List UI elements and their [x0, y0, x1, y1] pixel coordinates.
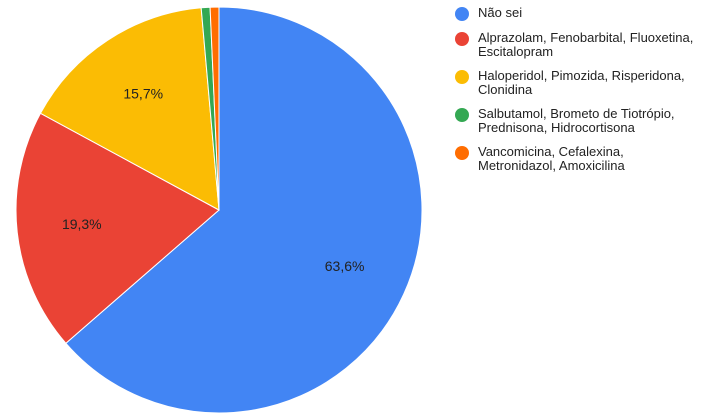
legend-swatch: [455, 108, 469, 122]
legend-swatch: [455, 70, 469, 84]
legend-item: Não sei: [455, 6, 705, 21]
pie-area: 63,6% 19,3% 15,7%: [15, 6, 423, 413]
pie-slice: [65, 6, 423, 413]
slice-label: 63,6%: [325, 258, 365, 274]
pie-slice: [209, 6, 220, 211]
slice-label: 19,3%: [62, 216, 102, 232]
legend-item: Alprazolam, Fenobarbital, Fluoxetina, Es…: [455, 31, 705, 59]
legend-swatch: [455, 146, 469, 160]
legend-swatch: [455, 7, 469, 21]
pie-slice: [39, 7, 220, 211]
legend-label: Haloperidol, Pimozida, Risperidona, Clon…: [478, 68, 685, 97]
legend-label: Não sei: [478, 5, 523, 20]
legend: Não sei Alprazolam, Fenobarbital, Fluoxet…: [455, 6, 705, 173]
slice-label: 15,7%: [123, 85, 163, 101]
legend-item: Vancomicina, Cefalexina, Metronidazol, A…: [455, 145, 705, 173]
legend-item: Haloperidol, Pimozida, Risperidona, Clon…: [455, 69, 705, 97]
legend-swatch: [455, 32, 469, 46]
legend-label: Salbutamol, Brometo de Tiotrópio, Predni…: [478, 106, 675, 135]
legend-label: Alprazolam, Fenobarbital, Fluoxetina, Es…: [478, 30, 694, 59]
pie-slice: [15, 112, 220, 344]
legend-item: Salbutamol, Brometo de Tiotrópio, Predni…: [455, 107, 705, 135]
legend-label: Vancomicina, Cefalexina, Metronidazol, A…: [478, 144, 625, 173]
